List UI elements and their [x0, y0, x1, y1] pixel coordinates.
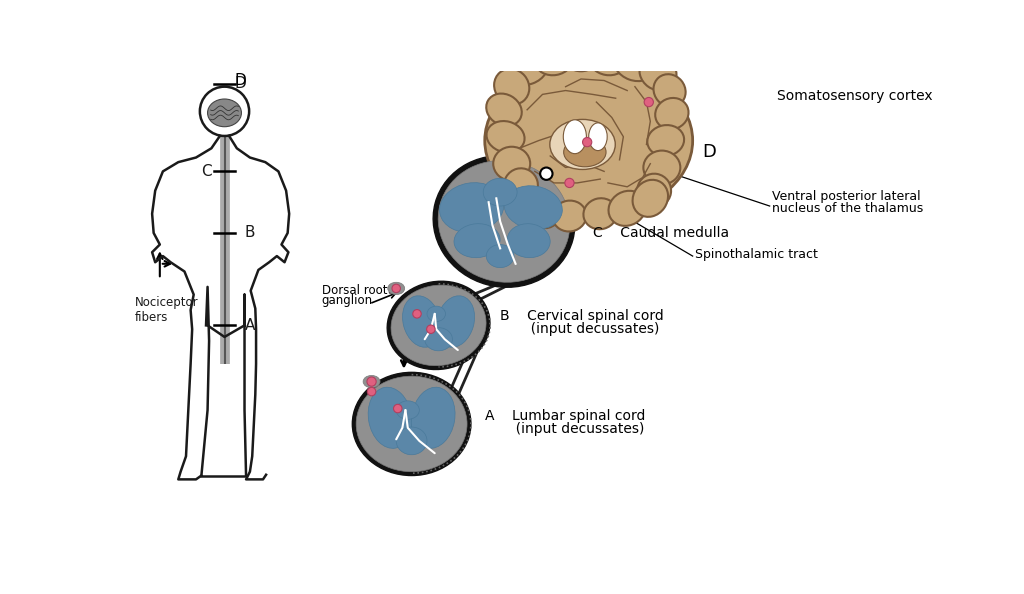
Text: C    Caudal medulla: C Caudal medulla — [593, 226, 729, 240]
Ellipse shape — [412, 387, 455, 448]
Text: (input decussates): (input decussates) — [500, 322, 659, 336]
Ellipse shape — [608, 191, 646, 226]
Ellipse shape — [436, 296, 474, 347]
Ellipse shape — [208, 99, 242, 127]
Ellipse shape — [402, 296, 440, 347]
Ellipse shape — [504, 186, 562, 229]
Ellipse shape — [506, 50, 548, 85]
Ellipse shape — [388, 282, 404, 295]
Circle shape — [393, 405, 402, 413]
Circle shape — [644, 97, 653, 107]
Ellipse shape — [504, 168, 538, 202]
Ellipse shape — [550, 119, 615, 169]
Ellipse shape — [364, 375, 380, 388]
Text: (input decussates): (input decussates) — [484, 422, 644, 437]
Text: C: C — [201, 164, 211, 179]
Circle shape — [541, 168, 553, 180]
Ellipse shape — [647, 125, 684, 156]
Text: Ventral posterior lateral: Ventral posterior lateral — [772, 189, 921, 203]
Text: D: D — [702, 143, 717, 161]
Text: Spinothalamic tract: Spinothalamic tract — [695, 248, 818, 261]
Ellipse shape — [454, 224, 500, 258]
Ellipse shape — [438, 160, 570, 282]
Ellipse shape — [653, 74, 686, 107]
Ellipse shape — [483, 178, 517, 206]
Circle shape — [367, 377, 376, 386]
Text: B: B — [245, 226, 255, 241]
Ellipse shape — [427, 306, 445, 321]
Ellipse shape — [535, 44, 573, 75]
Ellipse shape — [524, 191, 560, 228]
Ellipse shape — [484, 64, 692, 217]
Circle shape — [565, 178, 574, 188]
Ellipse shape — [486, 94, 522, 126]
Ellipse shape — [486, 121, 524, 153]
Circle shape — [583, 137, 592, 147]
Text: Dorsal root: Dorsal root — [322, 285, 387, 297]
Ellipse shape — [655, 98, 688, 129]
Ellipse shape — [356, 376, 467, 472]
Ellipse shape — [637, 173, 671, 207]
Ellipse shape — [494, 147, 530, 181]
Ellipse shape — [425, 328, 453, 351]
Ellipse shape — [584, 198, 617, 229]
Ellipse shape — [507, 224, 550, 258]
Text: nucleus of the thalamus: nucleus of the thalamus — [772, 202, 924, 215]
Text: Nociceptor
fibers: Nociceptor fibers — [134, 296, 198, 324]
Ellipse shape — [439, 183, 504, 232]
Ellipse shape — [391, 285, 486, 366]
Circle shape — [427, 325, 435, 333]
Circle shape — [392, 284, 400, 293]
Ellipse shape — [396, 401, 419, 419]
Ellipse shape — [563, 137, 606, 167]
Ellipse shape — [433, 156, 574, 287]
Ellipse shape — [589, 44, 627, 75]
Ellipse shape — [387, 281, 489, 369]
Text: ganglion: ganglion — [322, 294, 373, 307]
Ellipse shape — [564, 43, 598, 71]
Text: A: A — [245, 318, 255, 333]
Circle shape — [368, 387, 376, 396]
Ellipse shape — [640, 55, 677, 90]
Ellipse shape — [369, 387, 412, 448]
Ellipse shape — [352, 372, 471, 476]
Ellipse shape — [495, 69, 529, 105]
Ellipse shape — [396, 427, 427, 455]
Ellipse shape — [563, 120, 587, 154]
Ellipse shape — [643, 151, 680, 185]
Text: D: D — [234, 73, 246, 88]
Text: D: D — [234, 76, 246, 91]
Ellipse shape — [613, 46, 656, 81]
Text: Somatosensory cortex: Somatosensory cortex — [777, 89, 933, 103]
Ellipse shape — [633, 180, 668, 217]
Circle shape — [413, 309, 421, 318]
Ellipse shape — [589, 123, 607, 151]
Text: A    Lumbar spinal cord: A Lumbar spinal cord — [484, 409, 645, 424]
Ellipse shape — [553, 201, 587, 232]
Ellipse shape — [486, 245, 514, 268]
Text: B    Cervical spinal cord: B Cervical spinal cord — [500, 309, 664, 323]
